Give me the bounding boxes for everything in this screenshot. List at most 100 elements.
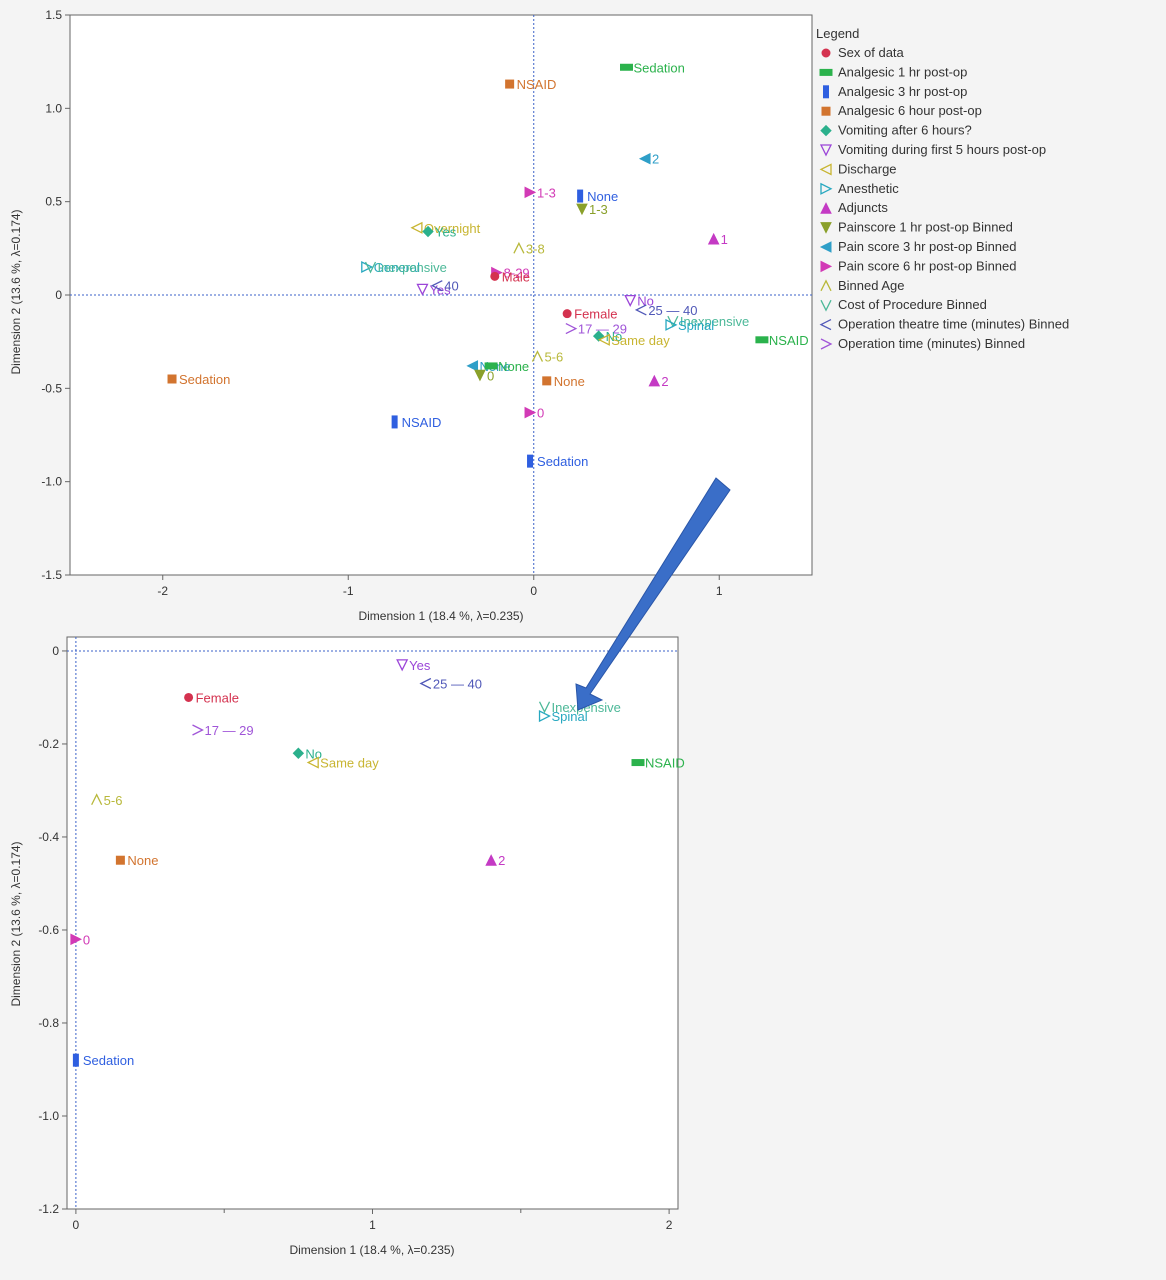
- data-point: 17 — 29: [565, 322, 627, 337]
- data-point: Yes: [396, 658, 431, 673]
- data-point: No: [592, 329, 622, 344]
- point-marker: [597, 333, 610, 346]
- point-label: 1-3: [537, 185, 556, 200]
- triangle-down-icon: [820, 222, 832, 234]
- x-tick-label: -1: [343, 584, 354, 598]
- point-label: 3-8: [526, 241, 545, 256]
- point-label: Overnight: [424, 221, 481, 236]
- y-tick-label: 0: [52, 644, 59, 658]
- legend-item-analgesic3: Analgesic 3 hr post-op: [823, 84, 967, 99]
- legend-item-anesthetic: Anesthetic: [820, 181, 899, 196]
- data-point: Sedation: [167, 372, 230, 387]
- data-point: No: [624, 294, 654, 309]
- point-marker: [410, 221, 423, 234]
- point-marker: [577, 189, 584, 203]
- point-label: Spinal: [678, 318, 714, 333]
- data-point: 3-8: [513, 241, 545, 256]
- x-tick-label: 1: [716, 584, 723, 598]
- point-marker: [631, 759, 645, 767]
- point-label: Female: [196, 690, 239, 705]
- legend-item-cost: Cost of Procedure Binned: [820, 297, 987, 312]
- point-label: Male: [502, 269, 530, 284]
- legend-item-pain3: Pain score 3 hr post-op Binned: [819, 239, 1017, 254]
- legend-item-label: Analgesic 1 hr post-op: [838, 64, 967, 79]
- legend-item-adjuncts: Adjuncts: [820, 200, 888, 215]
- point-label: 1-3: [589, 202, 608, 217]
- data-point: Inexpensive: [538, 700, 621, 715]
- point-label: Sedation: [83, 1053, 134, 1068]
- point-marker: [167, 374, 177, 384]
- point-label: No: [637, 294, 654, 309]
- y-tick-label: -0.8: [38, 1016, 59, 1030]
- axis-ticks-bottom: 0 1 2 0 -0.2 -0.4 -0.6 -0.8 -1.0 -1.2: [38, 644, 672, 1232]
- point-marker: [524, 406, 537, 419]
- point-marker: [565, 323, 578, 335]
- data-point: Sedation: [72, 1053, 134, 1068]
- point-label: Sedation: [634, 60, 685, 75]
- point-label: None: [587, 189, 618, 204]
- square-icon: [821, 106, 831, 116]
- data-point: 25 — 40: [634, 303, 697, 318]
- point-marker: [620, 63, 633, 71]
- triangle-left-icon: [819, 241, 832, 253]
- point-label: General: [374, 260, 420, 275]
- data-point: Overnight: [410, 221, 481, 236]
- y-tick-label: 0.5: [45, 195, 62, 209]
- point-marker: [416, 283, 429, 296]
- legend-item-label: Operation theatre time (minutes) Binned: [838, 317, 1069, 332]
- data-point: 0: [524, 406, 544, 421]
- legend-item-ottime: Operation theatre time (minutes) Binned: [819, 317, 1069, 332]
- arrow-shape: [575, 477, 731, 711]
- chevron-up-icon: [820, 279, 832, 292]
- data-point: Sedation: [527, 454, 588, 469]
- point-marker: [292, 747, 305, 759]
- y-tick-label: 0: [55, 288, 62, 302]
- legend-item-pain6: Pain score 6 hr post-op Binned: [820, 258, 1017, 273]
- x-tick-label: 0: [530, 584, 537, 598]
- data-point: Inexpensive: [364, 260, 447, 275]
- data-point: NSAID: [631, 756, 685, 771]
- data-point: 2: [485, 853, 505, 868]
- legend-item-label: Vomiting after 6 hours?: [838, 123, 972, 138]
- point-marker: [490, 271, 500, 281]
- y-tick-label: 1.0: [45, 101, 62, 115]
- legend-item-label: Analgesic 3 hr post-op: [838, 84, 967, 99]
- point-label: None: [127, 853, 158, 868]
- data-point: 1-3: [524, 185, 556, 200]
- legend-item-label: Analgesic 6 hour post-op: [838, 103, 982, 118]
- legend-title: Legend: [816, 26, 859, 41]
- legend-item-label: Sex of data: [838, 45, 905, 60]
- point-marker: [364, 261, 377, 274]
- point-marker: [391, 415, 398, 429]
- point-marker: [562, 309, 572, 319]
- legend-item-label: Pain score 6 hr post-op Binned: [838, 258, 1017, 273]
- data-point: Male: [490, 269, 530, 284]
- point-label: Sedation: [179, 372, 230, 387]
- point-label: NSAID: [402, 415, 442, 430]
- data-point: 5-6: [91, 793, 122, 808]
- point-marker: [634, 304, 647, 316]
- data-point: 1: [707, 232, 728, 247]
- legend-item-vomit6: Vomiting after 6 hours?: [820, 123, 972, 138]
- point-marker: [306, 756, 319, 769]
- x-tick-label: 2: [666, 1218, 673, 1232]
- point-marker: [527, 454, 534, 468]
- point-marker: [396, 659, 409, 672]
- y-tick-label: -0.6: [38, 923, 59, 937]
- y-tick-label: -1.2: [38, 1202, 59, 1216]
- legend-item-discharge: Discharge: [819, 161, 897, 176]
- point-marker: [419, 677, 432, 690]
- point-marker: [576, 203, 588, 216]
- point-marker: [531, 350, 544, 362]
- point-label: 5-6: [544, 350, 563, 365]
- point-marker: [91, 793, 103, 806]
- point-marker: [474, 369, 486, 382]
- data-point: Sedation: [620, 60, 685, 75]
- point-label: Yes: [435, 225, 457, 240]
- point-marker: [184, 692, 194, 702]
- point-label: Same day: [320, 756, 379, 771]
- point-marker: [542, 376, 552, 386]
- data-point: Spinal: [538, 709, 588, 724]
- triangle-right-open-icon: [820, 182, 833, 195]
